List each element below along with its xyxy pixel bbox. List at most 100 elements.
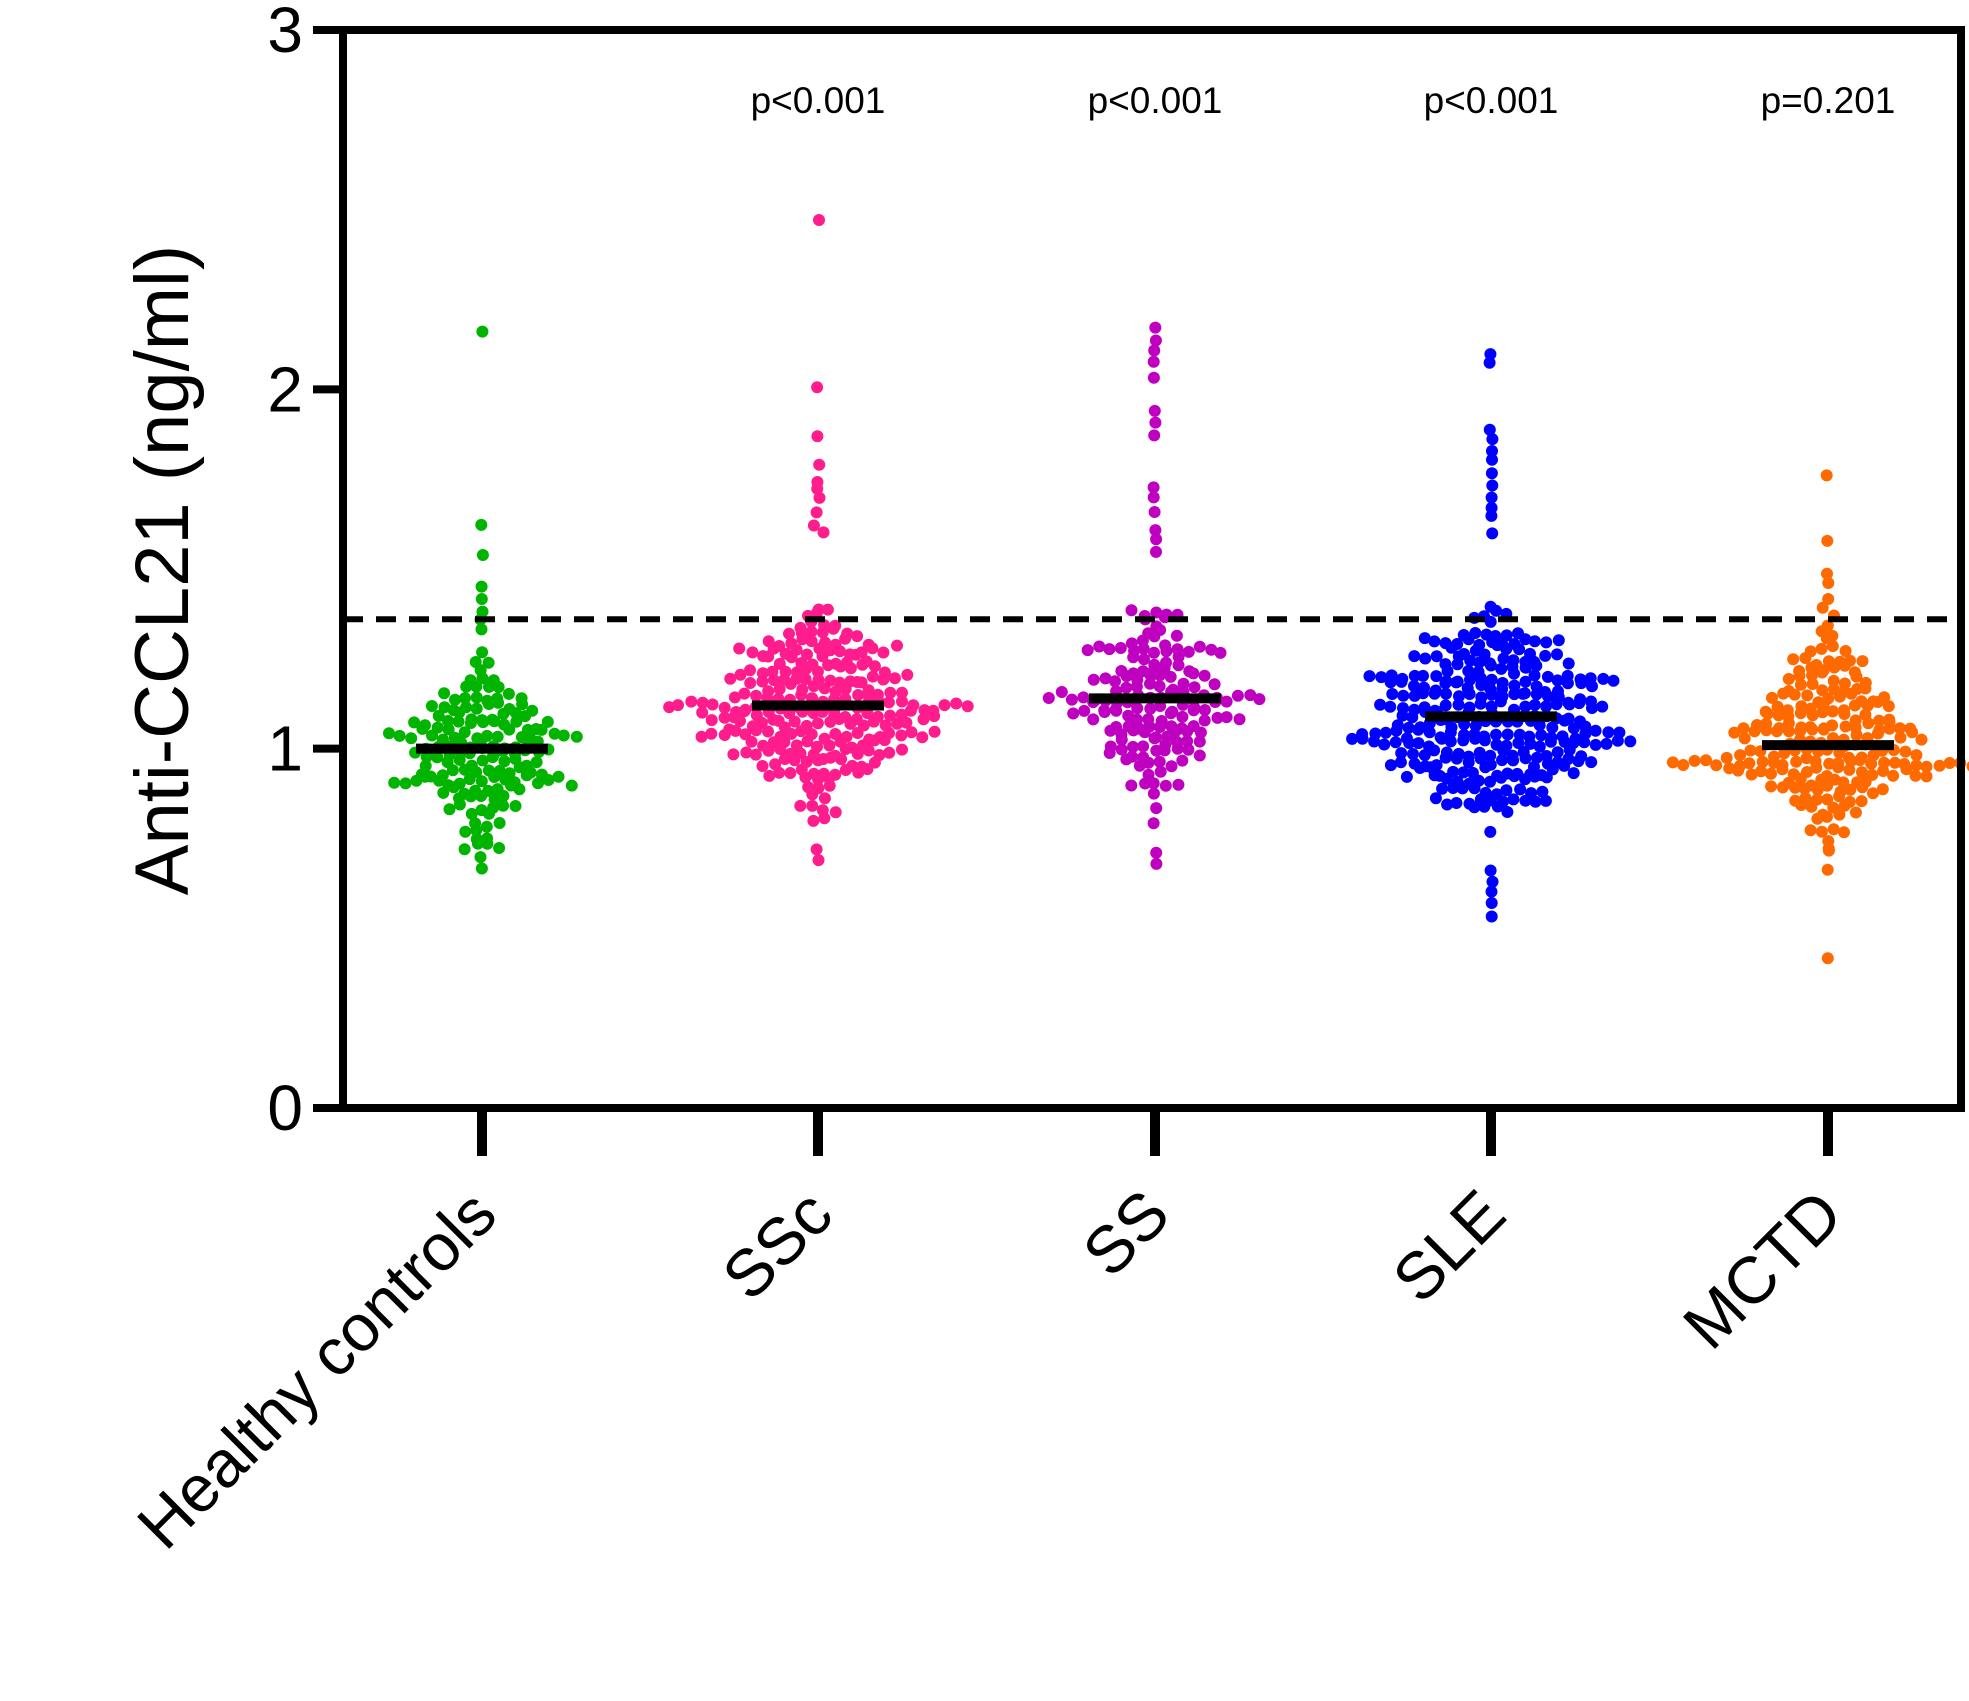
data-point	[1198, 714, 1211, 727]
p-value-label: p<0.001	[1088, 80, 1223, 121]
data-point	[1688, 754, 1701, 767]
data-point	[862, 684, 875, 697]
data-point	[807, 767, 820, 780]
data-point	[1144, 702, 1157, 715]
data-point	[1597, 672, 1610, 685]
data-point	[1463, 797, 1476, 810]
data-point	[1485, 501, 1498, 514]
data-point	[927, 704, 940, 717]
data-point	[1535, 729, 1548, 742]
data-point	[790, 739, 803, 752]
data-point	[1782, 685, 1795, 697]
data-point	[1882, 700, 1895, 713]
data-point	[1677, 759, 1690, 771]
data-point	[1562, 712, 1575, 725]
data-point	[1839, 720, 1852, 733]
data-point	[1500, 629, 1513, 642]
data-point	[961, 700, 974, 713]
data-point	[464, 674, 477, 687]
data-point	[1170, 735, 1183, 748]
data-point	[1220, 711, 1233, 724]
data-point	[794, 799, 807, 812]
data-point	[1099, 672, 1112, 685]
data-point	[1794, 678, 1807, 691]
data-point	[1533, 740, 1546, 753]
data-point	[1485, 897, 1498, 909]
data-point	[1167, 683, 1180, 696]
data-point	[877, 646, 890, 659]
data-point	[817, 526, 830, 539]
data-point	[1478, 730, 1491, 743]
data-point	[1787, 653, 1800, 666]
data-point	[491, 730, 504, 743]
data-point	[1120, 681, 1133, 694]
data-point	[1093, 640, 1106, 653]
data-point	[491, 692, 504, 705]
data-point	[1193, 640, 1206, 653]
data-point	[1485, 910, 1498, 923]
data-point	[1042, 692, 1055, 704]
data-point	[1551, 648, 1563, 661]
data-point	[750, 689, 763, 702]
data-point	[1419, 760, 1432, 773]
x-category-label: Healthy controls	[123, 1176, 510, 1563]
data-point	[1506, 749, 1519, 762]
data-point	[1473, 746, 1486, 759]
data-point	[891, 639, 903, 652]
data-point	[1867, 695, 1880, 708]
data-point	[425, 700, 438, 712]
p-values: p<0.001 p<0.001 p<0.001 p=0.201	[751, 80, 1896, 121]
data-point	[1795, 721, 1808, 734]
data-point	[1856, 766, 1868, 779]
data-point	[475, 623, 488, 636]
data-point	[1483, 356, 1496, 369]
data-point	[878, 666, 891, 679]
data-point	[1737, 722, 1750, 735]
y-tick-label: 1	[267, 713, 303, 785]
data-point	[1484, 758, 1497, 771]
data-point	[438, 687, 451, 700]
data-point	[431, 721, 444, 734]
data-point	[773, 640, 786, 652]
data-point	[1150, 846, 1163, 859]
data-point	[756, 667, 769, 680]
data-point	[1839, 645, 1852, 657]
data-point	[1479, 786, 1492, 799]
data-point	[1418, 701, 1431, 714]
data-point	[1894, 731, 1907, 744]
data-point	[493, 817, 506, 829]
data-point	[1478, 648, 1491, 661]
data-point	[1150, 606, 1163, 619]
data-point	[1804, 824, 1817, 837]
data-point	[1889, 756, 1901, 769]
data-point	[1793, 665, 1806, 677]
data-point	[1472, 665, 1485, 678]
data-point	[724, 672, 737, 685]
data-point	[1776, 759, 1789, 771]
data-point	[1087, 673, 1100, 686]
data-point	[1552, 685, 1564, 698]
data-point	[1148, 404, 1161, 417]
data-point	[493, 842, 506, 854]
data-point	[1103, 643, 1116, 656]
data-point	[1434, 731, 1447, 744]
data-point	[393, 729, 406, 742]
data-point	[829, 768, 842, 781]
data-point	[1766, 691, 1778, 704]
data-point	[1539, 649, 1552, 662]
data-point	[917, 713, 930, 726]
data-point	[728, 691, 741, 704]
data-point	[1165, 720, 1178, 733]
data-point	[773, 683, 786, 696]
data-point	[453, 777, 466, 790]
data-point	[769, 758, 782, 771]
data-point	[1165, 760, 1178, 773]
data-point	[1150, 802, 1163, 815]
data-point	[821, 603, 834, 616]
data-point	[696, 696, 709, 709]
data-point	[471, 732, 484, 745]
data-point	[846, 759, 859, 772]
data-point	[1898, 758, 1911, 770]
data-point	[799, 673, 812, 686]
data-point	[1400, 732, 1413, 745]
